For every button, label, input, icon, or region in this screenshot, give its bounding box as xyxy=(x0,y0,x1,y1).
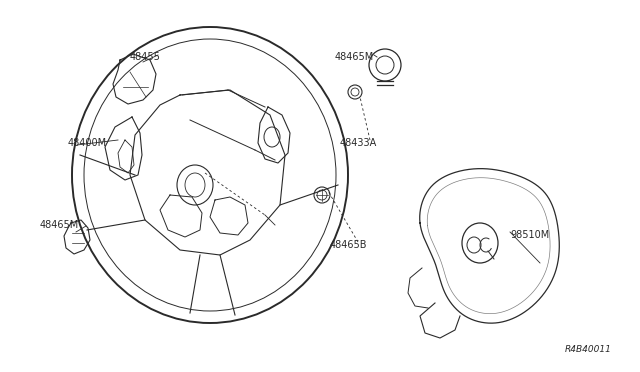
Text: 48400M: 48400M xyxy=(68,138,107,148)
Text: 48465B: 48465B xyxy=(330,240,367,250)
Text: 48455: 48455 xyxy=(130,52,161,62)
Text: 48433A: 48433A xyxy=(340,138,377,148)
Text: 48465M: 48465M xyxy=(40,220,79,230)
Text: 48465M: 48465M xyxy=(335,52,374,62)
Text: 98510M: 98510M xyxy=(510,230,549,240)
Text: R4B40011: R4B40011 xyxy=(565,345,612,354)
